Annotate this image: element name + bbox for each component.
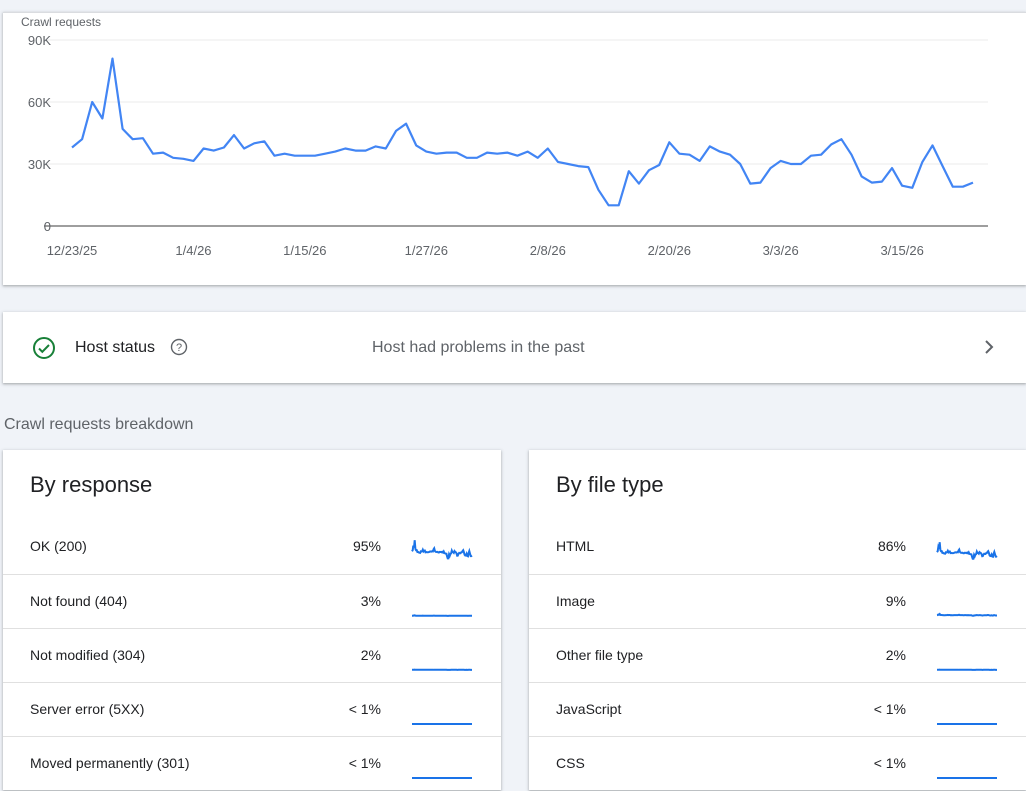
chevron-right-icon[interactable] [981, 338, 997, 356]
sparkline [411, 691, 473, 727]
sparkline-line [412, 540, 472, 558]
row-percent: 86% [878, 538, 906, 554]
row-label: Other file type [556, 647, 643, 663]
row-label: CSS [556, 755, 585, 771]
sparkline-line [937, 614, 997, 616]
row-percent: 95% [353, 538, 381, 554]
sparkline-line [412, 615, 472, 616]
sparkline [936, 583, 998, 619]
crawl-requests-chart: Crawl requests 0 30K 60K 90K 12/23/25 1/4/26 1/… [3, 13, 1026, 286]
sparkline [411, 745, 473, 781]
breakdown-row[interactable]: Server error (5XX) < 1% [3, 682, 501, 737]
x-tick-label: 3/15/26 [880, 243, 923, 258]
by-file-type-card: By file type HTML 86% Image 9% Other file ty… [529, 450, 1026, 790]
sparkline [936, 637, 998, 673]
row-percent: < 1% [874, 755, 906, 771]
row-label: JavaScript [556, 701, 621, 717]
row-label: Image [556, 593, 595, 609]
chart-title: Crawl requests [21, 15, 101, 29]
x-tick-label: 3/3/26 [763, 243, 799, 258]
row-percent: < 1% [349, 755, 381, 771]
y-tick-label: 0 [44, 219, 51, 234]
help-icon[interactable]: ? [170, 338, 188, 356]
host-status-label: Host status [75, 339, 155, 357]
x-tick-label: 1/27/26 [405, 243, 448, 258]
host-status-row[interactable]: Host status ? Host had problems in the p… [3, 312, 1026, 383]
crawl-breakdown-title: Crawl requests breakdown [4, 416, 193, 434]
crawl-requests-chart-card: Crawl requests 0 30K 60K 90K 12/23/25 1/4/26 1/… [3, 12, 1026, 285]
row-label: OK (200) [30, 538, 87, 554]
row-percent: 2% [361, 647, 381, 663]
check-circle-icon [32, 336, 56, 360]
row-label: Moved permanently (301) [30, 755, 190, 771]
y-tick-label: 30K [28, 157, 51, 172]
sparkline [936, 691, 998, 727]
row-label: HTML [556, 538, 594, 554]
x-tick-label: 2/20/26 [648, 243, 691, 258]
y-tick-label: 60K [28, 95, 51, 110]
row-percent: < 1% [349, 701, 381, 717]
row-label: Not modified (304) [30, 647, 145, 663]
sparkline-line [937, 542, 997, 559]
breakdown-row[interactable]: OK (200) 95% [3, 520, 501, 574]
sparkline [411, 637, 473, 673]
breakdown-row[interactable]: HTML 86% [529, 520, 1026, 574]
crawl-requests-series-line [72, 59, 973, 206]
by-response-title: By response [30, 472, 152, 498]
x-tick-label: 12/23/25 [47, 243, 98, 258]
breakdown-row[interactable]: Moved permanently (301) < 1% [3, 736, 501, 791]
y-tick-label: 90K [28, 33, 51, 48]
breakdown-row[interactable]: Other file type 2% [529, 628, 1026, 683]
row-label: Not found (404) [30, 593, 127, 609]
breakdown-row[interactable]: JavaScript < 1% [529, 682, 1026, 737]
sparkline [411, 528, 473, 564]
by-response-card: By response OK (200) 95% Not found (404) 3%… [3, 450, 501, 790]
by-file-type-title: By file type [556, 472, 664, 498]
row-percent: 9% [886, 593, 906, 609]
x-tick-label: 1/15/26 [283, 243, 326, 258]
row-percent: 3% [361, 593, 381, 609]
sparkline [411, 583, 473, 619]
row-label: Server error (5XX) [30, 701, 144, 717]
svg-text:?: ? [176, 342, 182, 354]
breakdown-row[interactable]: CSS < 1% [529, 736, 1026, 791]
x-tick-label: 1/4/26 [175, 243, 211, 258]
host-status-value: Host had problems in the past [372, 339, 585, 357]
sparkline [936, 745, 998, 781]
row-percent: < 1% [874, 701, 906, 717]
breakdown-row[interactable]: Not found (404) 3% [3, 574, 501, 629]
sparkline [936, 528, 998, 564]
x-tick-label: 2/8/26 [530, 243, 566, 258]
row-percent: 2% [886, 647, 906, 663]
breakdown-row[interactable]: Image 9% [529, 574, 1026, 629]
breakdown-row[interactable]: Not modified (304) 2% [3, 628, 501, 683]
